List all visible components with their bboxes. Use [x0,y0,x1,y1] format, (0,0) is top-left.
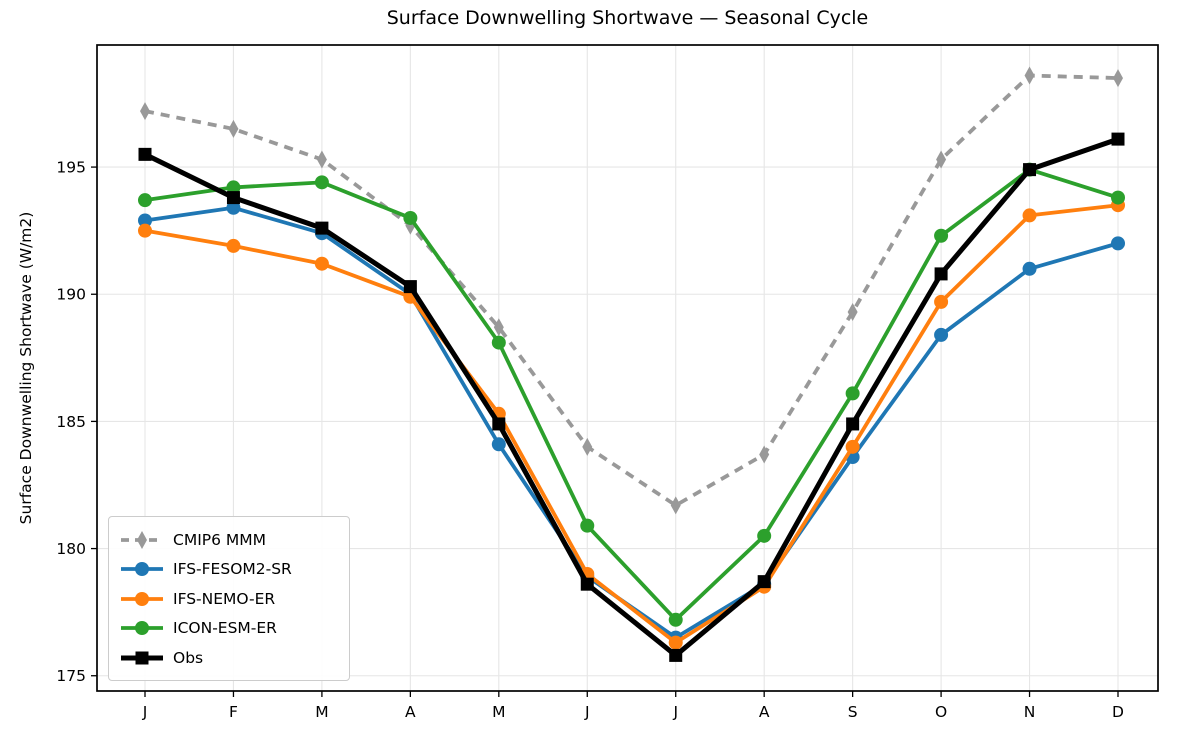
svg-text:185: 185 [56,413,86,431]
y-tick-labels: 175 180 185 190 195 [56,159,86,686]
legend-swatch-square-marker-icon [121,651,163,664]
svg-text:S: S [848,703,858,721]
svg-text:F: F [229,703,238,721]
svg-text:N: N [1024,703,1036,721]
series-obs [138,132,1125,662]
legend-item-ifs-nemo-er: IFS-NEMO-ER [119,584,337,613]
svg-text:195: 195 [56,159,86,177]
svg-text:J: J [584,703,590,721]
svg-text:175: 175 [56,667,86,685]
svg-text:A: A [405,703,416,721]
x-axis-ticks [144,691,1119,697]
series-cmip6-mmm [140,66,1123,515]
legend-item-cmip6-mmm: CMIP6 MMM [119,525,337,554]
legend-swatch-diamond-marker-icon [121,530,163,549]
svg-text:J: J [142,703,148,721]
legend-swatch-circle-marker-icon [121,591,163,606]
chart-title: Surface Downwelling Shortwave — Seasonal… [386,7,869,29]
svg-text:190: 190 [56,286,86,304]
svg-text:A: A [759,703,770,721]
legend-swatch-circle-marker-icon [121,621,163,635]
svg-text:M: M [492,703,505,721]
axes-spines [96,44,1159,692]
svg-text:M: M [315,703,328,721]
legend: CMIP6 MMM IFS-FESOM2-SR IFS-NEMO-ER ICON… [108,516,350,681]
svg-text:180: 180 [56,540,86,558]
legend-swatch-circle-marker-icon [121,562,163,576]
series-icon-esm-er [138,162,1125,627]
svg-text:D: D [1112,703,1124,721]
legend-item-obs: Obs [119,643,337,672]
legend-item-icon-esm-er: ICON-ESM-ER [119,614,337,643]
svg-text:O: O [935,703,947,721]
svg-text:J: J [672,703,678,721]
legend-label: ICON-ESM-ER [173,619,277,637]
legend-label: IFS-NEMO-ER [173,589,276,608]
legend-label: IFS-FESOM2-SR [173,560,292,578]
legend-label: CMIP6 MMM [173,530,267,549]
legend-item-ifs-fesom2-sr: IFS-FESOM2-SR [119,555,337,584]
y-axis-ticks [91,166,97,677]
legend-label: Obs [173,648,204,667]
